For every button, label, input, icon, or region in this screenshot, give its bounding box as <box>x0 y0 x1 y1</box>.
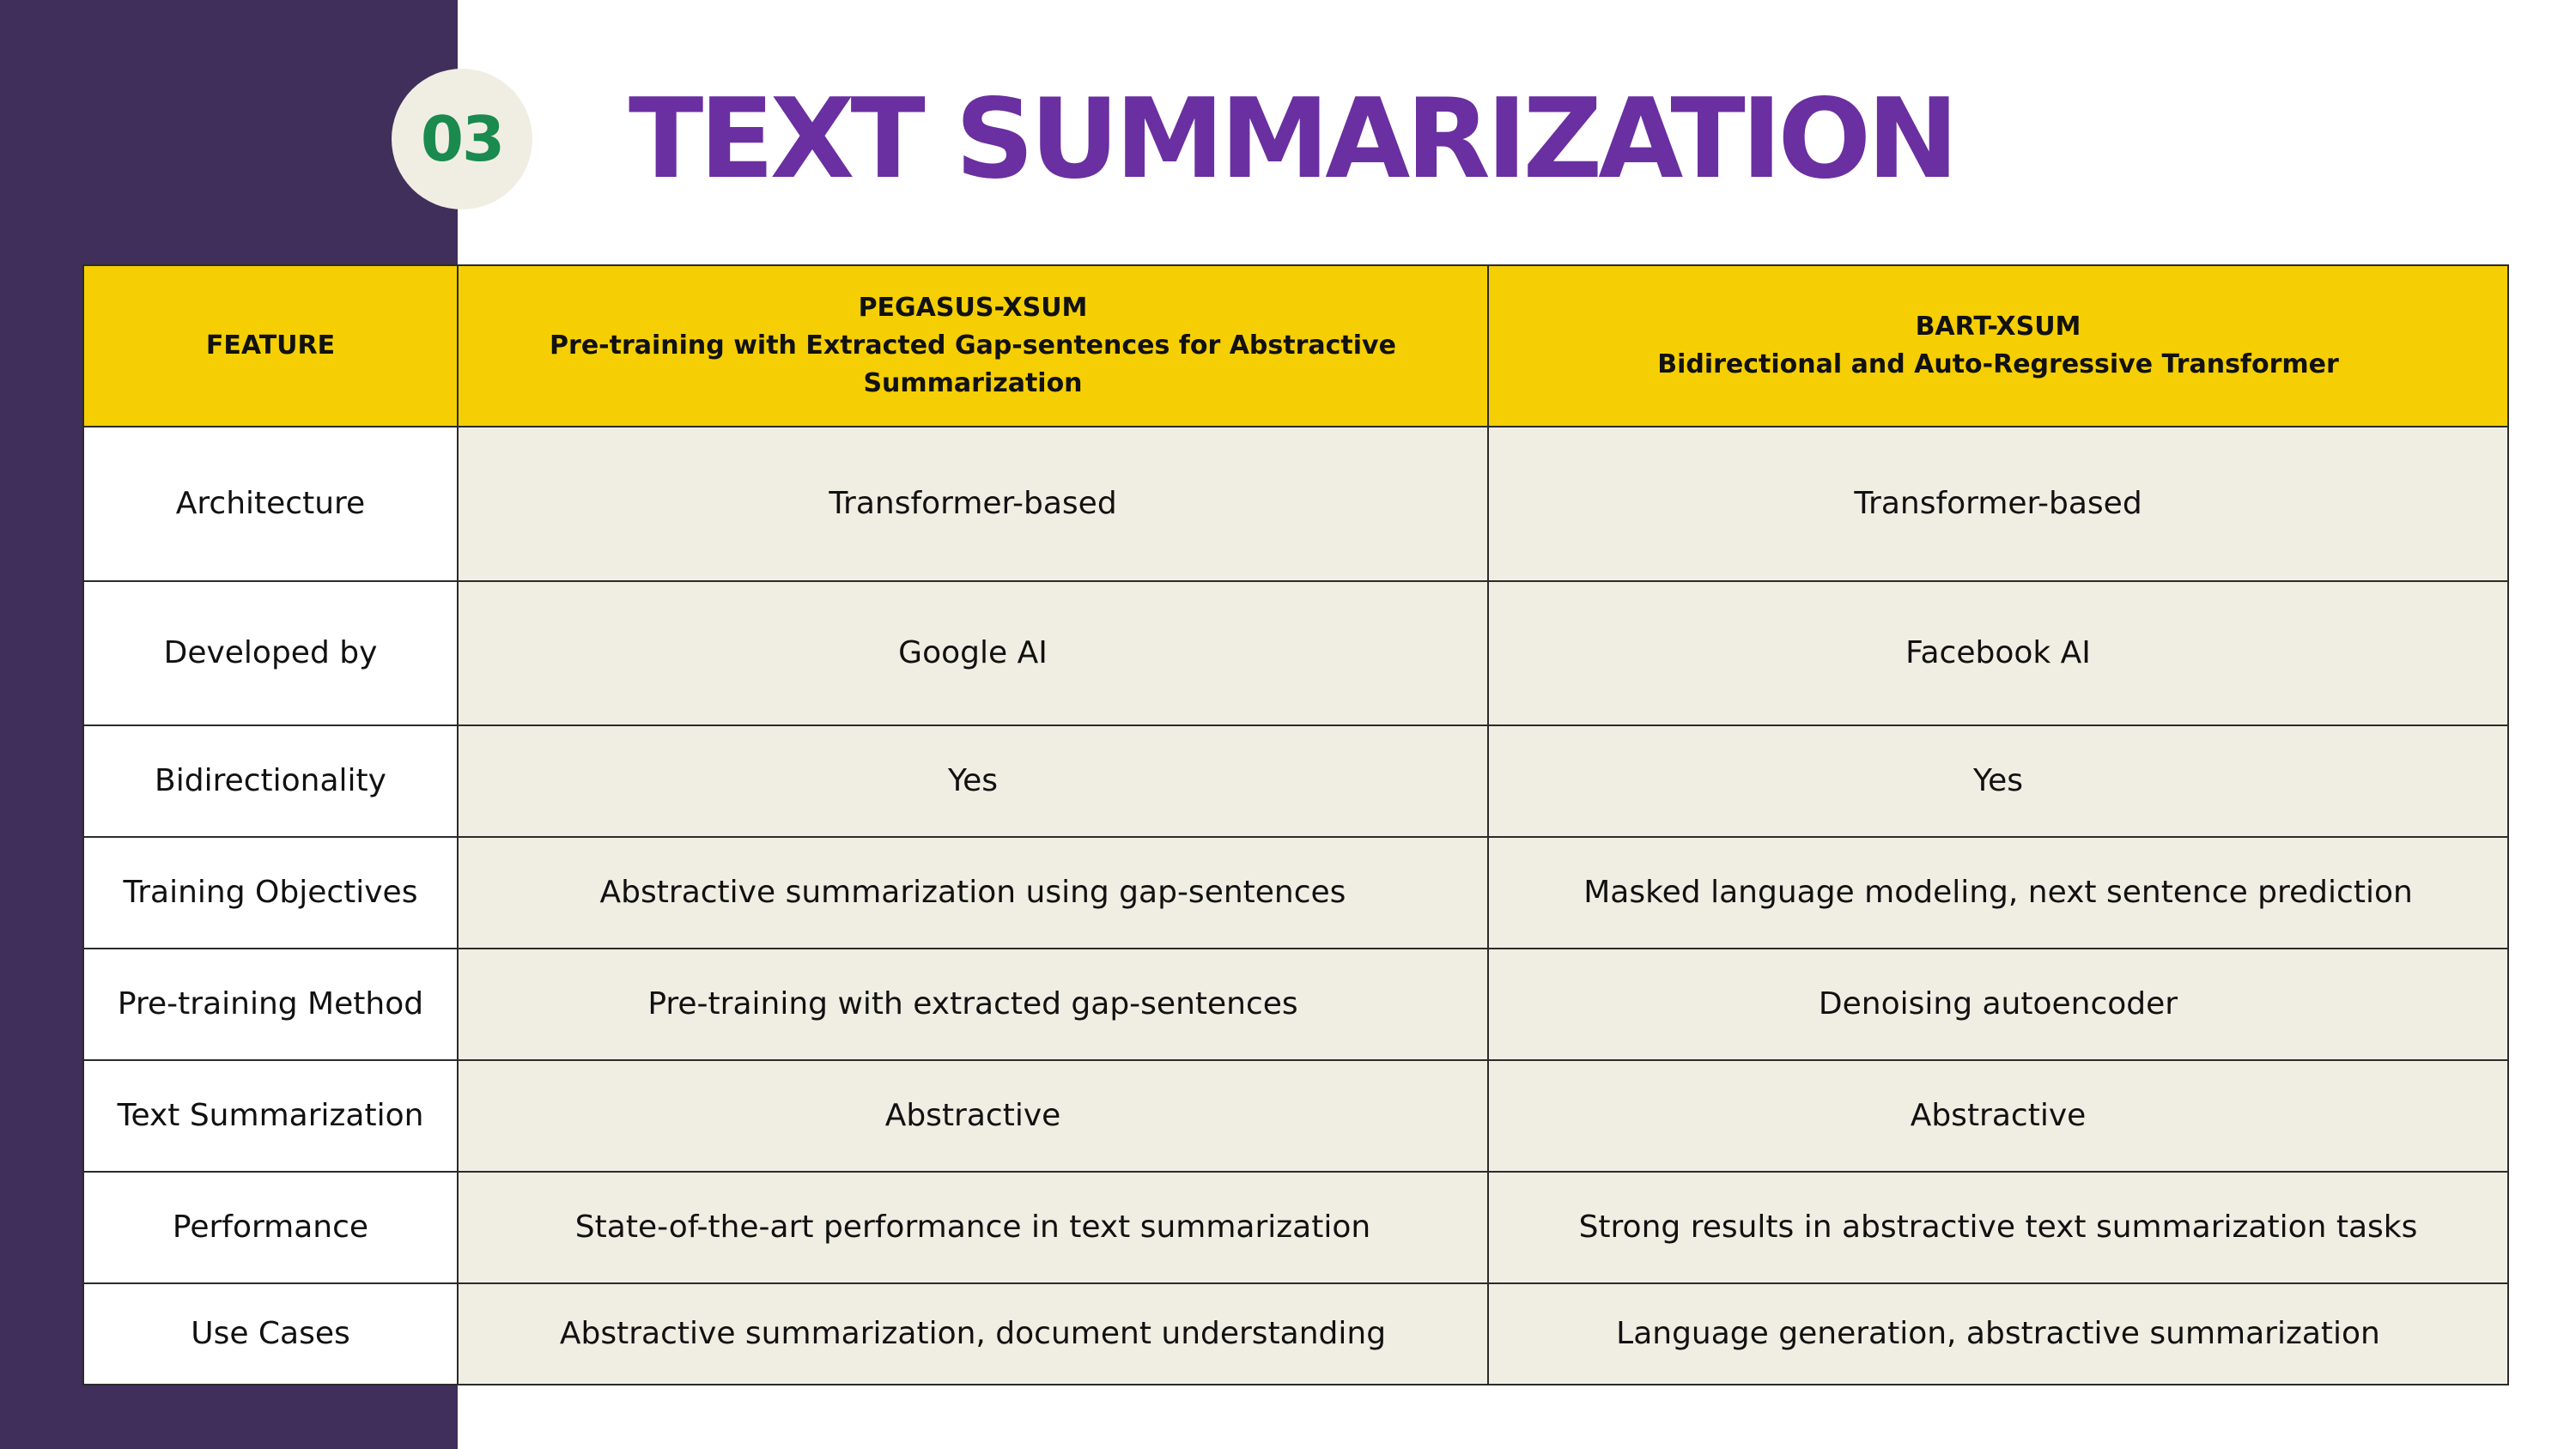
feature-cell: Performance <box>82 1171 459 1284</box>
table-row: Architecture Transformer-based Transform… <box>82 426 2509 582</box>
bart-cell: Strong results in abstractive text summa… <box>1487 1171 2509 1284</box>
header-bart: BART-XSUM Bidirectional and Auto-Regress… <box>1487 264 2509 427</box>
feature-cell: Training Objectives <box>82 836 459 949</box>
pegasus-cell: Abstractive summarization using gap-sent… <box>457 836 1489 949</box>
pegasus-cell: Transformer-based <box>457 426 1489 582</box>
page-title: TEXT SUMMARIZATION <box>629 76 1959 203</box>
feature-cell: Pre-training Method <box>82 948 459 1061</box>
feature-cell: Text Summarization <box>82 1059 459 1173</box>
table-row: Bidirectionality Yes Yes <box>82 724 2509 838</box>
feature-cell: Developed by <box>82 580 459 726</box>
pegasus-cell: Yes <box>457 724 1489 838</box>
pegasus-cell: Abstractive <box>457 1059 1489 1173</box>
bart-cell: Yes <box>1487 724 2509 838</box>
pegasus-cell: Pre-training with extracted gap-sentence… <box>457 948 1489 1061</box>
bart-cell: Denoising autoencoder <box>1487 948 2509 1061</box>
bart-cell: Masked language modeling, next sentence … <box>1487 836 2509 949</box>
header-pegasus-name: PEGASUS-XSUM <box>858 293 1088 323</box>
table-row: Developed by Google AI Facebook AI <box>82 580 2509 726</box>
comparison-table: FEATURE PEGASUS-XSUM Pre-training with E… <box>82 264 2509 1385</box>
header-pegasus: PEGASUS-XSUM Pre-training with Extracted… <box>457 264 1489 427</box>
slide-number: 03 <box>420 103 505 175</box>
bart-cell: Transformer-based <box>1487 426 2509 582</box>
table-row: Performance State-of-the-art performance… <box>82 1171 2509 1284</box>
pegasus-cell: Google AI <box>457 580 1489 726</box>
bart-cell: Abstractive <box>1487 1059 2509 1173</box>
header-bart-name: BART-XSUM <box>1915 312 2081 342</box>
feature-cell: Architecture <box>82 426 459 582</box>
pegasus-cell: State-of-the-art performance in text sum… <box>457 1171 1489 1284</box>
bart-cell: Facebook AI <box>1487 580 2509 726</box>
bart-cell: Language generation, abstractive summari… <box>1487 1282 2509 1385</box>
header-pegasus-full: Pre-training with Extracted Gap-sentence… <box>550 330 1396 398</box>
table-row: Use Cases Abstractive summarization, doc… <box>82 1282 2509 1385</box>
table-row: Text Summarization Abstractive Abstracti… <box>82 1059 2509 1173</box>
table-row: Training Objectives Abstractive summariz… <box>82 836 2509 949</box>
feature-cell: Use Cases <box>82 1282 459 1385</box>
header-bart-full: Bidirectional and Auto-Regressive Transf… <box>1657 349 2339 379</box>
header-feature: FEATURE <box>82 264 459 427</box>
feature-cell: Bidirectionality <box>82 724 459 838</box>
table-header-row: FEATURE PEGASUS-XSUM Pre-training with E… <box>82 264 2509 427</box>
pegasus-cell: Abstractive summarization, document unde… <box>457 1282 1489 1385</box>
slide-number-badge: 03 <box>392 69 532 209</box>
table-row: Pre-training Method Pre-training with ex… <box>82 948 2509 1061</box>
